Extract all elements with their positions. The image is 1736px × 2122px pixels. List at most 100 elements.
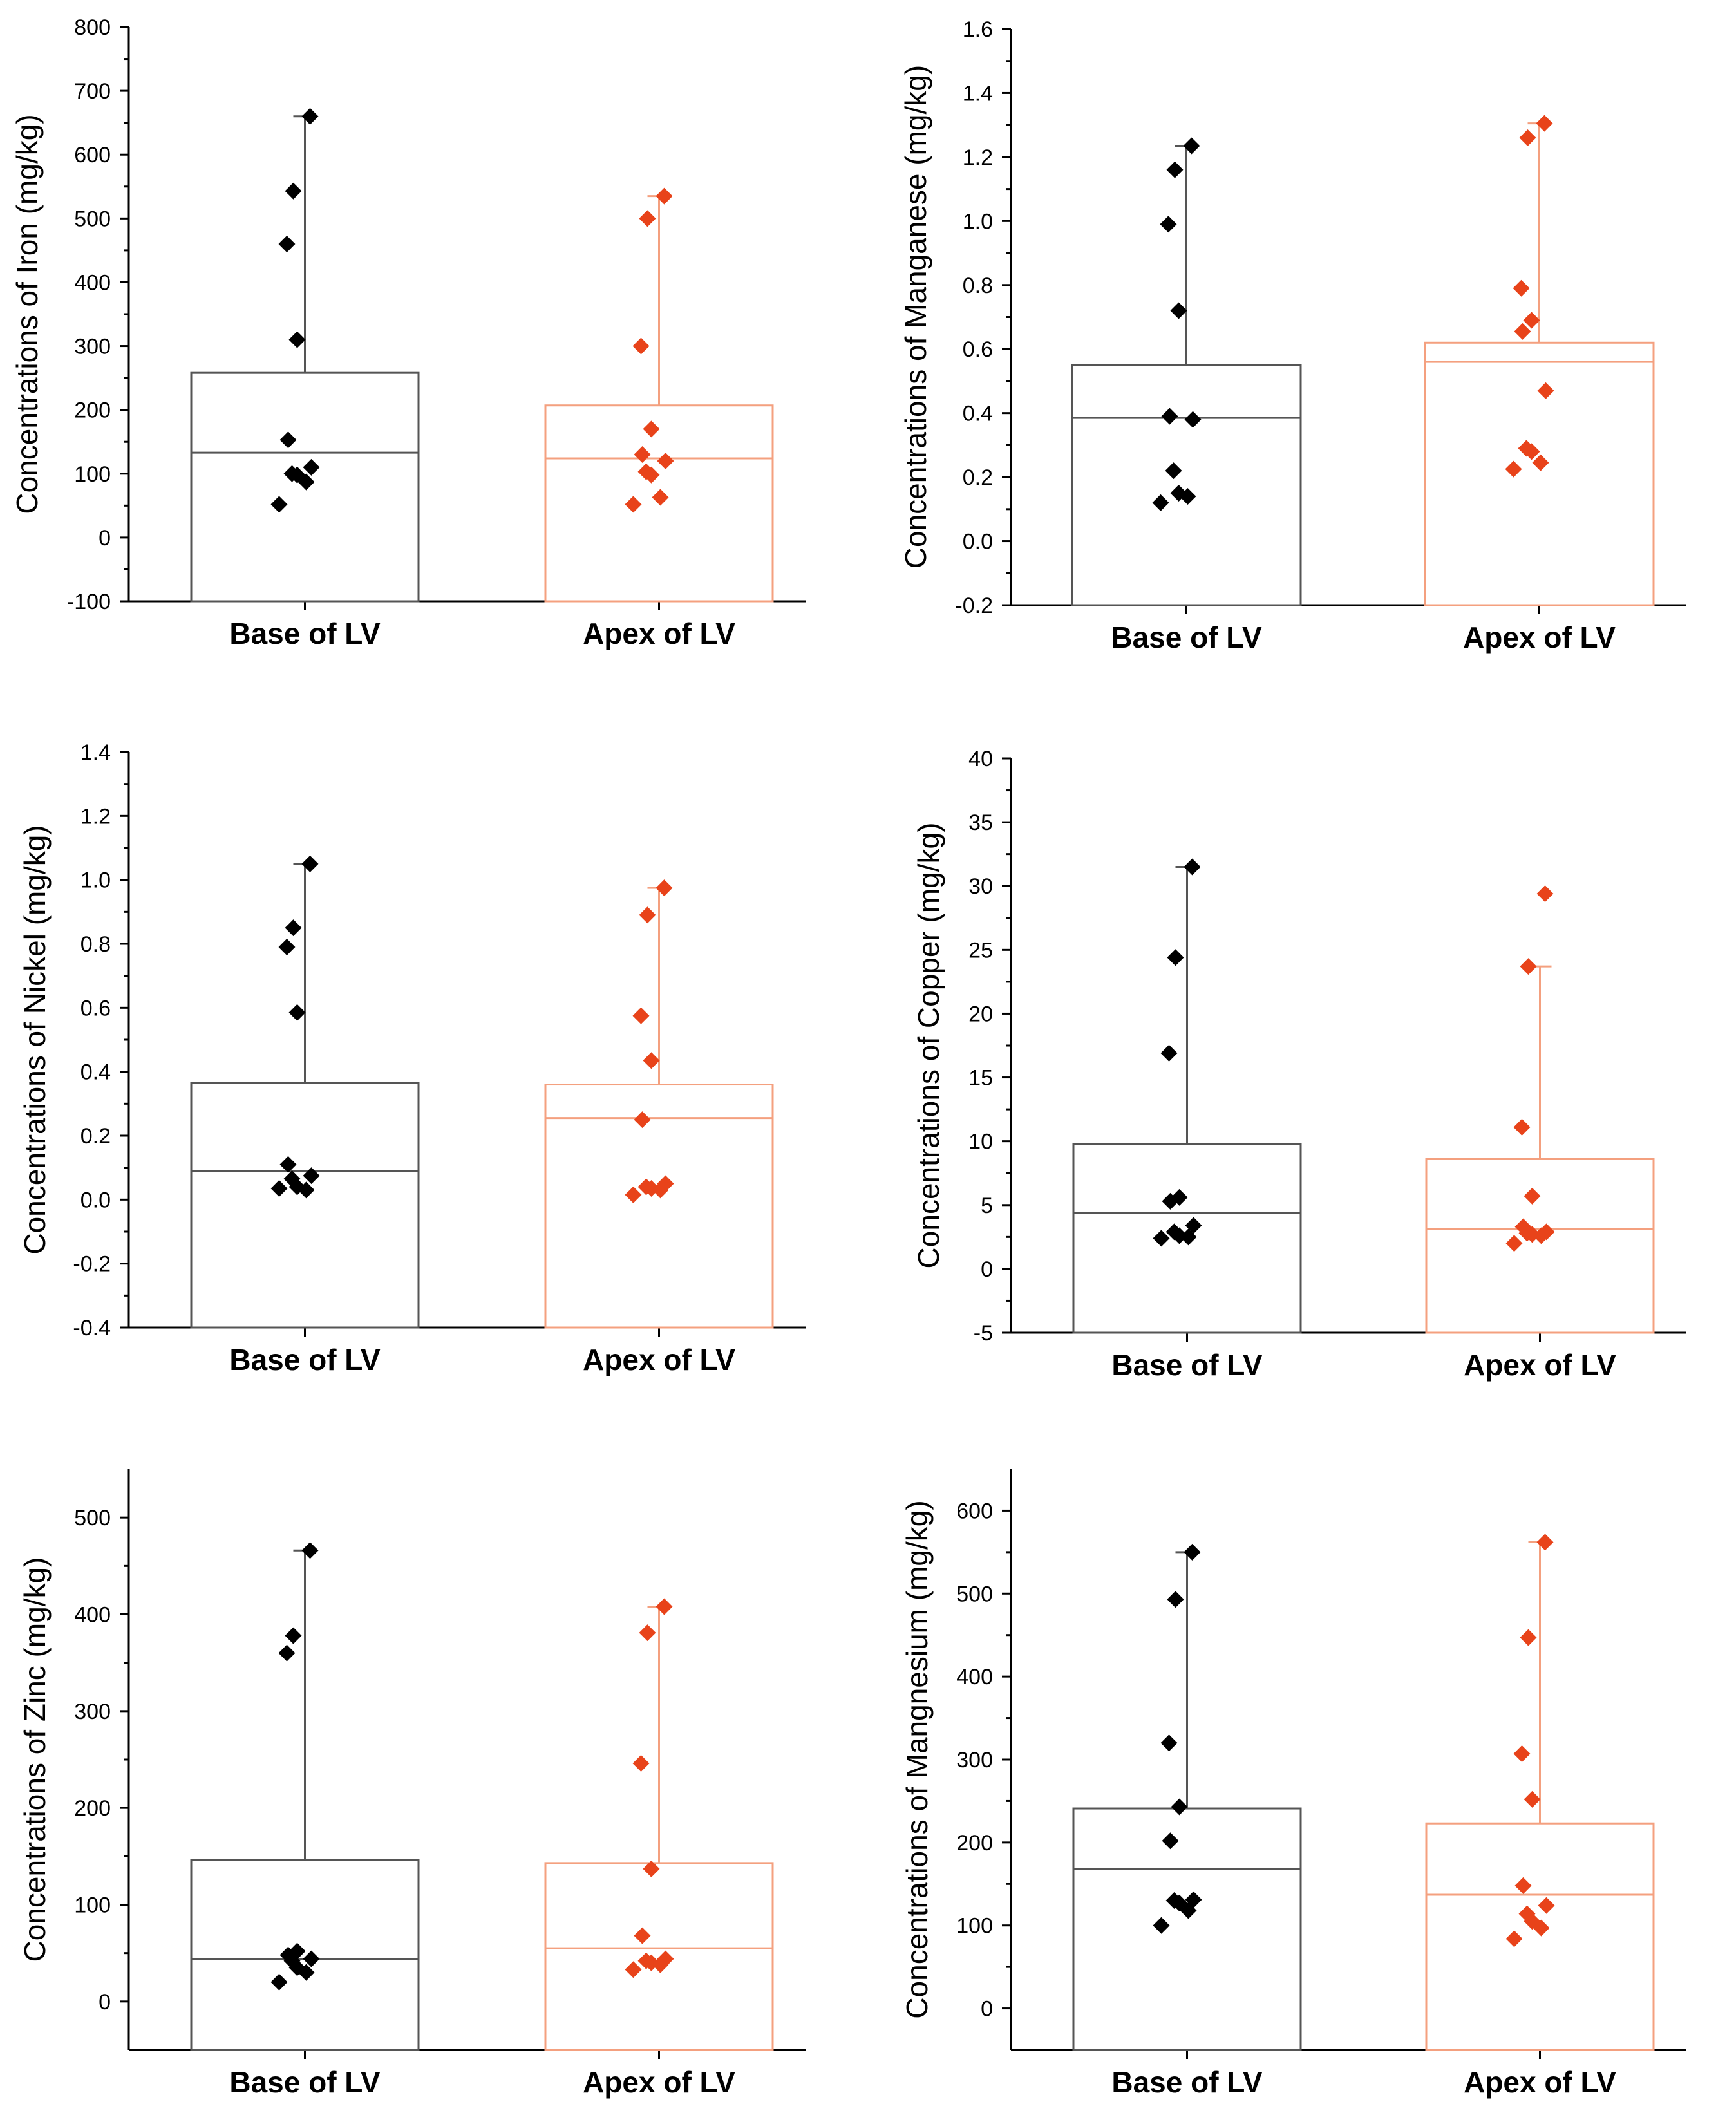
data-point <box>1536 885 1554 903</box>
y-tick-label: 100 <box>74 462 111 487</box>
y-tick-label: 20 <box>968 1002 993 1026</box>
data-point <box>1505 1930 1523 1948</box>
y-tick-label: 0.4 <box>80 1060 111 1085</box>
data-point <box>1152 494 1169 511</box>
data-point <box>1167 1591 1184 1608</box>
y-tick-label: 500 <box>74 207 111 231</box>
data-point <box>303 1167 320 1185</box>
chart-panel-2: -0.2 0.0 0.2 0.4 0.6 0.8 1.0 1.2 1.4 1.6 Base of L… <box>899 17 1686 654</box>
data-point <box>270 1179 288 1197</box>
box-apex <box>1424 341 1655 606</box>
data-point <box>643 1860 660 1877</box>
box-base <box>1071 364 1302 606</box>
data-point <box>270 1973 288 1991</box>
y-tick-label: 10 <box>968 1130 993 1154</box>
data-point <box>1166 161 1184 178</box>
data-point <box>656 1598 673 1615</box>
data-point <box>1520 1629 1537 1646</box>
data-point <box>278 938 296 955</box>
x-category-label: Base of LV <box>229 617 381 650</box>
y-tick-label: 0.8 <box>80 932 111 957</box>
data-point <box>639 210 656 227</box>
data-point <box>1533 1919 1550 1937</box>
y-tick-label: 5 <box>981 1194 993 1218</box>
y-tick-label: 0.0 <box>963 530 993 554</box>
y-axis-label: Concentrations of Manganese (mg/kg) <box>899 65 932 568</box>
data-point <box>639 906 656 924</box>
data-point <box>1536 1534 1554 1551</box>
data-point <box>1170 302 1187 319</box>
data-point <box>643 1052 660 1069</box>
x-category-label: Apex of LV <box>1464 2065 1616 2099</box>
data-point <box>285 919 302 937</box>
data-point <box>656 879 673 897</box>
y-tick-label: 0.4 <box>963 402 993 426</box>
data-point <box>301 108 319 125</box>
x-category-label: Apex of LV <box>1463 621 1616 654</box>
data-point <box>1505 460 1522 478</box>
data-point <box>1524 1790 1541 1808</box>
data-point <box>297 1181 315 1199</box>
y-axis-label: Concentrations of Mangnesium (mg/kg) <box>900 1500 934 2018</box>
data-point <box>632 1007 650 1024</box>
data-point <box>634 446 651 464</box>
y-tick-label: 1.2 <box>80 804 111 829</box>
y-tick-label: 1.0 <box>80 869 111 893</box>
data-point <box>1171 1798 1188 1816</box>
data-point <box>285 1627 302 1644</box>
data-point <box>639 1624 656 1642</box>
y-tick-label: 400 <box>956 1665 993 1689</box>
box-apex <box>544 1084 774 1329</box>
y-tick-label: 0 <box>99 1990 111 2014</box>
y-tick-label: 500 <box>74 1506 111 1530</box>
y-tick-label: 0.0 <box>80 1188 111 1212</box>
data-point <box>657 452 674 469</box>
y-tick-label: 25 <box>968 938 993 962</box>
y-tick-label: 1.0 <box>963 209 993 234</box>
data-point <box>634 1111 651 1129</box>
data-point <box>1179 487 1196 505</box>
y-tick-label: 30 <box>968 874 993 899</box>
y-axis-label: Concentrations of Iron (mg/kg) <box>10 114 44 514</box>
chart-panel-3: -0.4 -0.2 0.0 0.2 0.4 0.6 0.8 1.0 1.2 1.4 Base of … <box>18 740 806 1376</box>
data-point <box>1523 443 1540 460</box>
chart-panel-6: 0 100 200 300 400 500 600 Base of LV Apex of LV C… <box>900 1469 1686 2099</box>
y-tick-label: 100 <box>956 1914 993 1939</box>
box-apex <box>1425 1158 1655 1334</box>
y-tick-label: -100 <box>67 590 111 614</box>
y-tick-label: 400 <box>74 270 111 295</box>
data-point <box>634 1927 651 1944</box>
data-point <box>652 1181 669 1199</box>
y-tick-label: 300 <box>956 1748 993 1772</box>
y-tick-label: 0.2 <box>80 1124 111 1149</box>
data-point <box>1160 1734 1178 1752</box>
y-tick-label: 1.2 <box>963 146 993 170</box>
data-point <box>1514 1877 1532 1894</box>
y-tick-label: 200 <box>956 1831 993 1855</box>
box-base <box>190 1859 420 2051</box>
y-tick-label: 15 <box>968 1066 993 1091</box>
y-tick-label: 300 <box>74 1700 111 1724</box>
data-point <box>1519 129 1536 147</box>
y-tick-label: -0.4 <box>73 1316 111 1340</box>
data-point <box>1514 323 1531 340</box>
y-axis-label: Concentrations of Zinc (mg/kg) <box>18 1557 52 1962</box>
data-point <box>1160 1044 1178 1062</box>
data-point <box>1537 382 1554 399</box>
data-point <box>1184 858 1201 876</box>
data-point <box>297 1964 315 1981</box>
data-point <box>303 458 320 476</box>
data-point <box>1162 1832 1179 1850</box>
data-point <box>1523 312 1540 329</box>
y-tick-label: 600 <box>74 143 111 167</box>
x-category-label: Apex of LV <box>583 2065 735 2099</box>
data-point <box>1165 462 1182 480</box>
data-point <box>1160 216 1177 233</box>
y-tick-label: -0.2 <box>955 594 993 618</box>
data-point <box>632 1755 650 1772</box>
y-tick-label: 1.6 <box>963 17 993 42</box>
data-point <box>285 182 302 200</box>
y-tick-label: 500 <box>956 1582 993 1606</box>
x-category-label: Base of LV <box>1111 621 1262 654</box>
